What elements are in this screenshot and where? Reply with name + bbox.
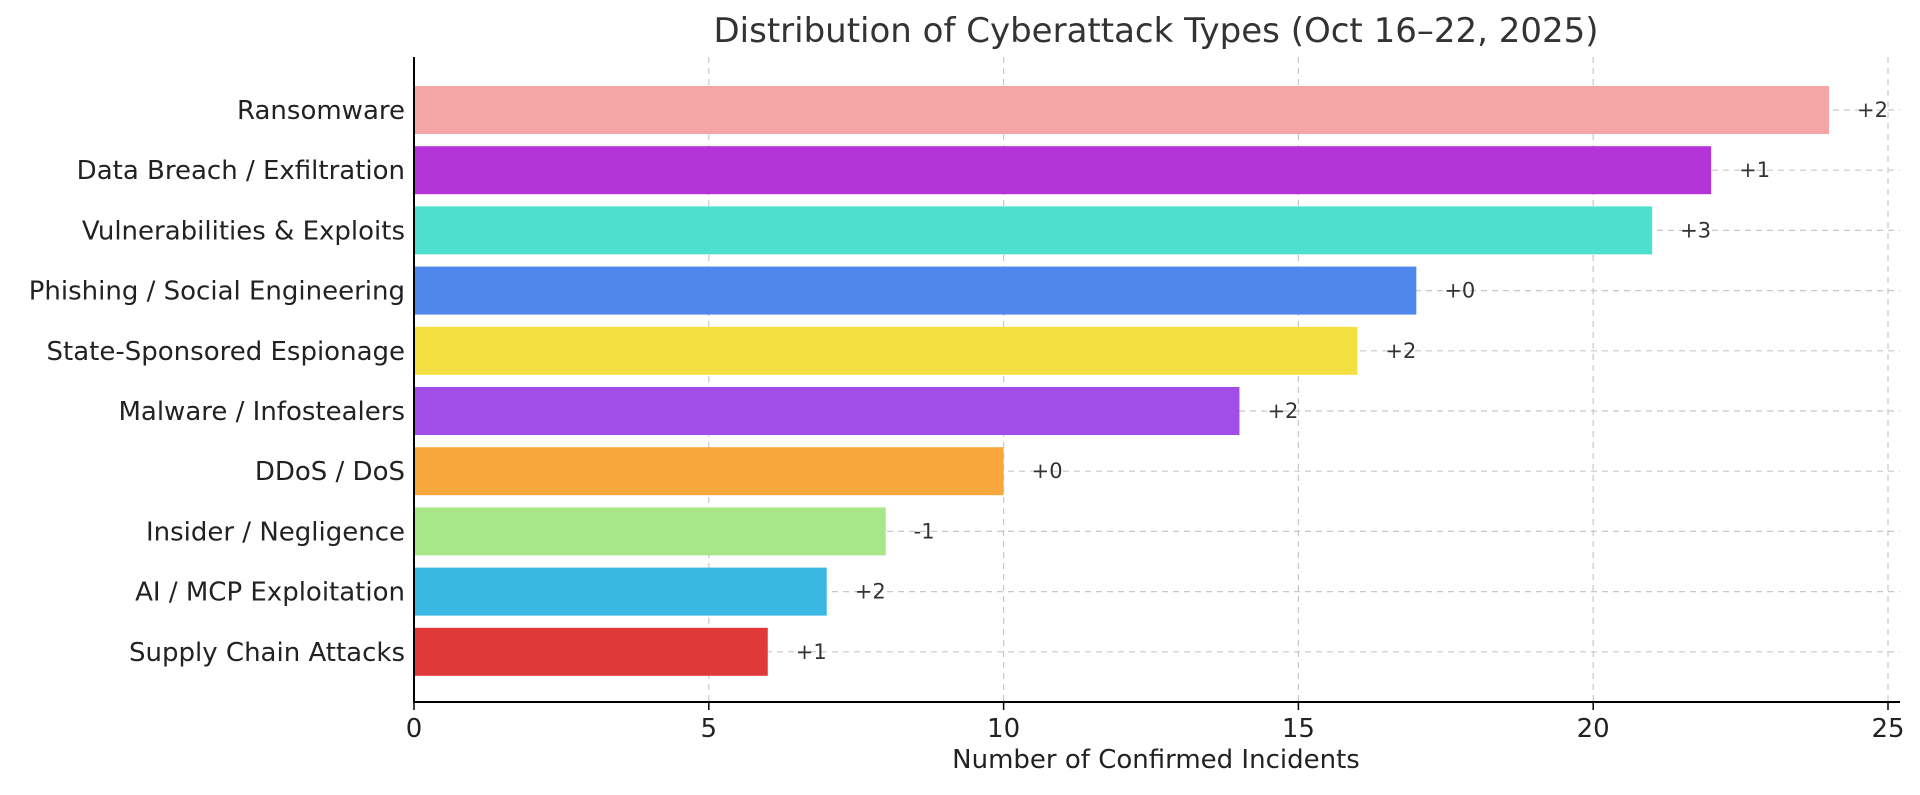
chart-title: Distribution of Cyberattack Types (Oct 1… (713, 11, 1598, 51)
x-tick-label: 20 (1577, 714, 1610, 744)
bars-layer (414, 86, 1830, 676)
category-label: Insider / Negligence (146, 517, 405, 547)
delta-label: +2 (1385, 339, 1416, 363)
category-label: Ransomware (237, 96, 405, 126)
category-label: Malware / Infostealers (118, 397, 405, 427)
bar (414, 326, 1358, 375)
bar (414, 447, 1004, 496)
x-tick-label: 5 (701, 714, 718, 744)
axes-layer (413, 57, 1900, 703)
delta-label: +2 (1267, 399, 1298, 423)
bar (414, 567, 827, 616)
category-label: Phishing / Social Engineering (29, 277, 405, 307)
x-tick-label: 25 (1871, 714, 1904, 744)
category-label: Supply Chain Attacks (129, 638, 405, 668)
delta-label: +3 (1680, 218, 1711, 242)
delta-label: +1 (796, 640, 827, 664)
delta-label: +2 (855, 580, 886, 604)
bar (414, 507, 886, 556)
bar (414, 387, 1240, 435)
x-tick-label: 10 (987, 714, 1020, 744)
x-tick-label: 0 (406, 714, 423, 744)
x-tick-label: 15 (1282, 714, 1315, 744)
bar (414, 266, 1417, 315)
category-label: State-Sponsored Espionage (47, 337, 405, 367)
delta-label: +0 (1032, 459, 1063, 483)
bar (414, 206, 1653, 255)
bar (414, 86, 1830, 134)
delta-label: +0 (1444, 279, 1475, 303)
bar (414, 627, 768, 676)
delta-label: -1 (914, 519, 935, 543)
x-axis-label: Number of Confirmed Incidents (952, 745, 1360, 775)
delta-label: +2 (1857, 98, 1888, 122)
category-labels: Ransomware Data Breach / Exfiltration Vuln… (29, 96, 405, 668)
x-tick-labels: 0 5 10 15 20 25 (406, 702, 1905, 744)
category-label: Data Breach / Exfiltration (77, 156, 405, 186)
category-label: AI / MCP Exploitation (135, 578, 405, 608)
delta-label: +1 (1739, 158, 1770, 182)
bar (414, 146, 1712, 195)
delta-labels: +2 +1 +3 +0 +2 +2 +0 -1 +2 +1 (796, 98, 1888, 664)
category-label: DDoS / DoS (255, 457, 405, 487)
category-label: Vulnerabilities & Exploits (82, 216, 405, 246)
